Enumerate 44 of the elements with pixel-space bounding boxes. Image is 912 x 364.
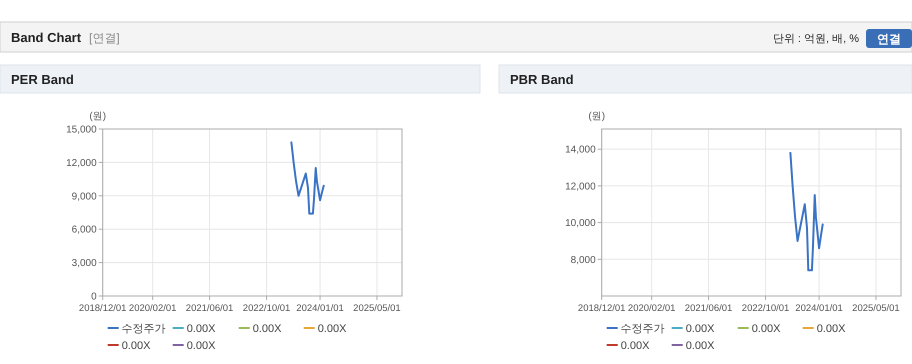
line-series (789, 152, 824, 272)
y-axis-title: (원) (588, 111, 606, 122)
x-tick-label: 2022/10/01 (242, 303, 290, 314)
x-tick-label: 2020/02/01 (128, 303, 176, 314)
y-tick-label: 12,000 (66, 158, 98, 169)
x-tick-label: 2025/05/01 (353, 303, 401, 314)
legend-label: 0.00X (252, 323, 282, 335)
x-tick-label: 2018/12/01 (78, 303, 126, 314)
y-tick-label: 9,000 (72, 191, 98, 202)
x-tick-label: 2020/02/01 (628, 303, 676, 314)
y-tick-label: 15,000 (66, 124, 98, 136)
legend-label: 0.00X (620, 340, 650, 352)
text: [연결] (89, 31, 120, 45)
text: 단위 : 억원, 배, % (772, 33, 860, 45)
legend-label: 0.00X (186, 323, 216, 335)
legend-label: 0.00X (686, 340, 716, 352)
x-tick-label: 2025/05/01 (852, 303, 900, 314)
y-tick-label: 12,000 (565, 181, 596, 192)
x-tick-label: 2024/01/01 (296, 303, 344, 314)
legend-label: 0.00X (318, 323, 348, 335)
line-series (290, 141, 325, 215)
text: Band Chart (11, 30, 82, 45)
x-tick-label: 2022/10/01 (742, 303, 790, 314)
legend-label: 0.00X (752, 323, 782, 335)
x-tick-label: 2021/06/01 (684, 303, 732, 314)
legend-label: 0.00X (186, 340, 216, 352)
y-tick-label: 6,000 (72, 224, 98, 236)
y-tick-label: 0 (91, 292, 98, 302)
legend-label: 수정주가 (122, 323, 166, 335)
y-tick-label: 3,000 (72, 258, 98, 270)
legend-label: 0.00X (122, 340, 152, 352)
y-tick-label: 14,000 (565, 144, 596, 156)
legend-label: 0.00X (816, 323, 846, 335)
x-tick-label: 2024/01/01 (795, 303, 843, 314)
chart-title: PBR Band (510, 72, 574, 87)
x-tick-label: 2018/12/01 (578, 303, 626, 314)
y-tick-label: 10,000 (565, 218, 596, 230)
text: 연결 (877, 32, 901, 46)
legend-label: 수정주가 (620, 323, 665, 335)
chart-title: PER Band (11, 72, 74, 87)
y-tick-label: 8,000 (570, 254, 596, 266)
x-tick-label: 2021/06/01 (186, 303, 234, 314)
legend-label: 0.00X (686, 323, 716, 335)
y-axis-title: (원) (89, 111, 106, 122)
